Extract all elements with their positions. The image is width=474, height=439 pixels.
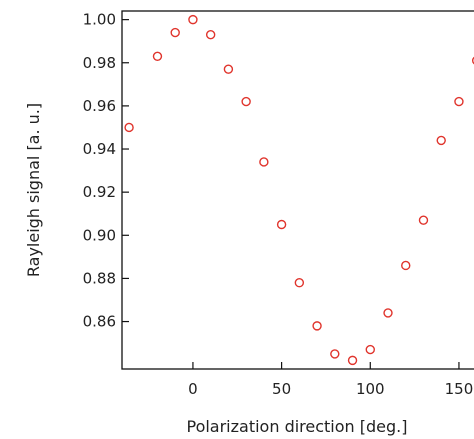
y-tick-label: 0.90 — [83, 226, 116, 244]
x-axis: 0 50 100 150 — [188, 362, 473, 398]
data-point — [223, 64, 234, 74]
data-point — [365, 344, 375, 355]
x-tick-label: 50 — [272, 380, 291, 398]
y-tick-label: 0.86 — [83, 313, 116, 331]
data-point — [383, 308, 393, 318]
data-point — [124, 122, 134, 133]
data-point — [205, 30, 216, 40]
x-axis-title: Polarization direction [deg.] — [186, 417, 407, 436]
data-point — [188, 14, 198, 25]
y-tick-label: 0.98 — [83, 54, 116, 72]
data-point — [347, 355, 358, 366]
x-tick-label: 150 — [445, 380, 474, 398]
y-tick-label: 1.00 — [83, 11, 116, 29]
data-point — [401, 260, 411, 271]
data-points — [124, 14, 474, 366]
data-point — [294, 278, 305, 288]
data-point — [170, 27, 180, 38]
y-axis: 0.86 0.88 0.90 0.92 0.94 0.96 0.98 1.00 — [83, 11, 129, 331]
x-tick-label: 100 — [356, 380, 385, 398]
data-point — [276, 219, 287, 230]
data-point — [312, 321, 322, 331]
y-tick-label: 0.94 — [83, 140, 116, 158]
data-point — [330, 349, 340, 359]
data-point — [152, 51, 163, 61]
y-axis-title: Rayleigh signal [a. u.] — [24, 103, 43, 277]
y-tick-label: 0.92 — [83, 183, 116, 201]
data-point — [259, 157, 269, 167]
plot-area-frame — [121, 10, 474, 370]
data-point — [436, 135, 446, 146]
data-point — [418, 215, 429, 225]
data-point — [241, 96, 251, 107]
y-tick-label: 0.88 — [83, 269, 116, 287]
data-point — [454, 96, 464, 107]
data-point — [471, 56, 474, 65]
y-tick-label: 0.96 — [83, 97, 116, 115]
x-tick-label: 0 — [188, 380, 198, 398]
